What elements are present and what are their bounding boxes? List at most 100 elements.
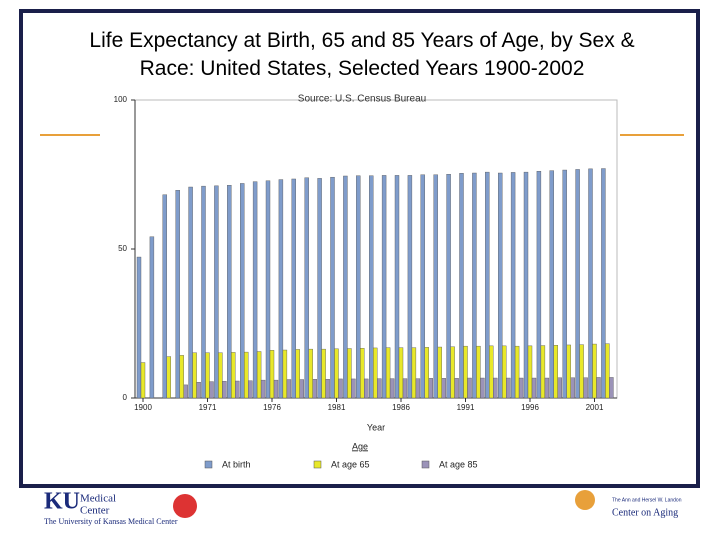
chart: 0 50 100 1900 1971 1976 1981 1986 1991 1996 2001 At… [114,95,617,469]
bar [553,345,558,399]
bar [498,172,503,399]
bar [243,351,249,399]
bar [136,256,142,399]
bar [527,345,533,399]
x-tick-label: 2001 [586,403,604,412]
bar [369,175,374,399]
legend-label: At age 65 [331,459,370,469]
bar [420,174,425,399]
bar [364,378,369,399]
bar [347,348,352,399]
chart-title: Life Expectancy at Birth, 65 and 85 Year… [89,29,634,80]
bar [523,171,529,399]
bar [192,352,197,399]
bar [493,377,498,399]
legend-swatch [204,460,213,469]
bar [428,378,433,399]
logo-text: Medical [80,493,116,505]
bar [601,168,606,399]
bar [609,377,614,399]
bar [411,347,417,399]
bar [218,352,223,399]
bar [235,380,240,399]
logo-icon [173,494,197,518]
bar [596,377,601,399]
bar [502,345,507,399]
bar [308,348,313,399]
x-tick-label: 1996 [521,403,539,412]
bar [398,347,404,399]
y-tick-label: 100 [114,95,128,104]
y-tick-label: 0 [123,393,128,402]
bar [299,379,304,399]
bar [450,346,455,399]
bar [360,348,365,399]
bar [321,348,326,399]
bar [265,180,271,399]
logo-text: Center [80,505,110,517]
slide-frame [19,9,700,488]
footer-right-logo: The Ann and Hersel W. Landon Center on A… [575,490,682,518]
bar [536,171,542,399]
bar [480,377,485,399]
bar [583,377,588,399]
logo-text: Center on Aging [612,507,678,518]
bar [291,178,296,399]
x-tick-label: 1986 [392,403,410,412]
bar [415,378,421,399]
footer-left-logo: KU Medical Center The University of Kans… [44,489,197,526]
bar [196,382,201,399]
bar [330,176,335,399]
bar [179,355,184,399]
bar [373,347,378,399]
bar [544,377,550,399]
legend-label: At age 85 [439,459,478,469]
bar [188,186,193,399]
bar [459,173,464,399]
bar [394,175,400,399]
bar [304,177,309,399]
bar [446,174,451,399]
bar [424,347,429,399]
bar [562,169,567,399]
bar [286,379,292,399]
bar [476,345,481,399]
bar [407,175,413,399]
bar [149,236,155,399]
bar [256,351,262,399]
bar [356,175,361,399]
legend-label: At birth [222,459,251,469]
bar [549,170,554,399]
bar [317,178,322,399]
legend-swatch [313,460,322,469]
bar [506,377,511,399]
bar [183,384,188,399]
bar [605,343,610,399]
bar [175,190,180,399]
bar [518,377,524,399]
bar [467,377,472,399]
bar [588,168,593,399]
bar [252,181,258,399]
bar [433,174,438,399]
x-tick-label: 1981 [328,403,346,412]
bar [166,356,172,399]
bar [472,172,477,399]
bar [385,347,391,399]
bar [592,343,597,399]
bar [463,345,468,399]
bar [540,345,546,399]
bar [334,348,339,399]
bar [557,377,562,399]
bar [489,345,494,399]
bar [214,185,219,399]
bar [514,345,520,399]
x-tick-label: 1976 [263,403,281,412]
bar [312,379,317,399]
bar [389,378,395,399]
y-tick-label: 50 [118,244,127,253]
bar [209,381,214,399]
bar [205,352,210,399]
bar [247,380,253,399]
